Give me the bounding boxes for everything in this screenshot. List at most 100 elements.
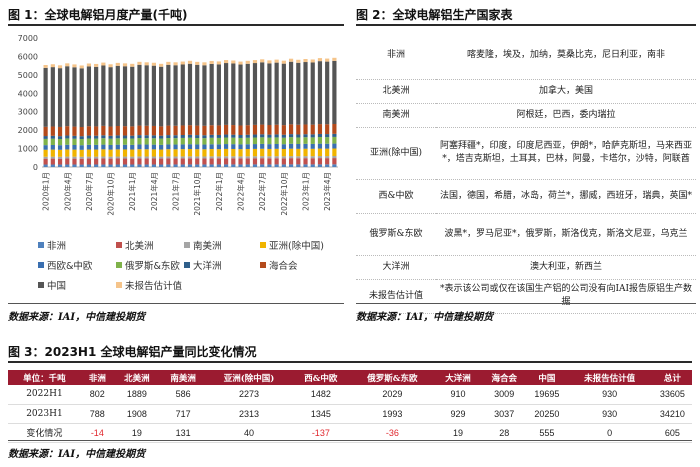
- bar-segment: [166, 64, 171, 126]
- bar-segment: [245, 63, 250, 126]
- bar-segment: [180, 149, 185, 157]
- bar-segment: [303, 124, 308, 135]
- bar-segment: [310, 59, 315, 63]
- bar-segment: [303, 62, 308, 125]
- bar-segment: [57, 65, 63, 69]
- bar-segment: [317, 148, 323, 157]
- bar-segment: [65, 144, 70, 150]
- bar-segment: [224, 63, 229, 125]
- bar-segment: [195, 61, 200, 65]
- bar-segment: [180, 137, 185, 145]
- bar-segment: [224, 137, 229, 145]
- bar-segment: [72, 149, 77, 157]
- bar-segment: [72, 138, 77, 145]
- bar-segment: [173, 144, 178, 150]
- bar-segment: [159, 144, 164, 150]
- bar-segment: [166, 156, 171, 159]
- bar-segment: [115, 144, 120, 150]
- bar-segment: [43, 164, 48, 167]
- bar-segment: [187, 125, 193, 135]
- bar-segment: [260, 164, 265, 167]
- bar-segment: [202, 149, 207, 157]
- bar-segment: [72, 64, 77, 68]
- bar-segment: [79, 136, 84, 140]
- bar-segment: [180, 64, 185, 126]
- y-tick-label: 1000: [18, 145, 38, 154]
- value-cell: 20250: [527, 404, 567, 424]
- bar-segment: [86, 63, 92, 67]
- legend-label: 西欧&中欧: [47, 261, 93, 272]
- bar-segment: [101, 144, 106, 150]
- bar-segment: [252, 60, 258, 64]
- bar-segment: [238, 137, 243, 145]
- region-cell: 俄罗斯&东欧: [356, 213, 436, 256]
- bar-segment: [274, 158, 279, 165]
- bar-segment: [303, 158, 308, 165]
- bar-segment: [43, 156, 48, 159]
- bar-segment: [296, 134, 301, 138]
- bar-segment: [122, 126, 128, 136]
- bar-segment: [94, 144, 99, 150]
- chart-svg: 0 1000 2000 3000 4000 5000 6000 7000 2020年1月 2020…: [18, 34, 338, 216]
- bar-segment: [65, 135, 70, 139]
- legend-swatch: [116, 242, 122, 248]
- bar-segment: [317, 143, 323, 149]
- bar-segment: [122, 156, 128, 159]
- legend-swatch: [184, 242, 190, 248]
- bar-segment: [79, 145, 84, 150]
- bar-segment: [144, 65, 149, 126]
- fig2-source: 数据来源：IAI，中信建投期货: [356, 312, 494, 323]
- bar-segment: [216, 137, 221, 145]
- bar-segment: [245, 125, 250, 135]
- y-tick-label: 5000: [18, 71, 38, 80]
- bar-segment: [274, 124, 279, 135]
- monthly-production-chart: 0 1000 2000 3000 4000 5000 6000 7000 2020年1月 2020…: [8, 30, 343, 300]
- bar-segment: [231, 144, 236, 149]
- bar-segment: [94, 156, 99, 159]
- bar-segment: [325, 164, 330, 167]
- bar-segment: [101, 135, 106, 139]
- bar-segment: [57, 138, 63, 146]
- value-cell: 717: [160, 404, 207, 424]
- bar-segment: [274, 134, 279, 138]
- bar-segment: [195, 149, 200, 157]
- bar-segment: [209, 125, 214, 135]
- bar-segment: [195, 135, 200, 139]
- value-cell: -14: [80, 423, 114, 443]
- bar-segment: [281, 60, 286, 64]
- bar-segment: [108, 138, 113, 145]
- region-cell: 南美洲: [356, 103, 436, 128]
- x-tick-label: 2020年4月: [62, 172, 72, 211]
- bar-segment: [180, 164, 185, 167]
- bar-segment: [187, 149, 193, 157]
- bar-segment: [281, 137, 286, 145]
- y-tick-label: 7000: [18, 34, 38, 43]
- value-cell: 40: [206, 423, 292, 443]
- value-cell: 1908: [113, 404, 161, 424]
- producer-row: 西&中欧 法国，德国，希腊，冰岛，荷兰*，挪威，西班牙，瑞典，英国*: [356, 179, 696, 214]
- bar-segment: [137, 158, 142, 165]
- bar-segment: [252, 156, 258, 159]
- bar-segment: [325, 58, 330, 62]
- bar-segment: [303, 134, 308, 138]
- bar-segment: [108, 64, 113, 68]
- bar-segment: [86, 138, 92, 145]
- bar-segment: [332, 123, 337, 134]
- bar-segment: [72, 164, 77, 167]
- bar-segment: [159, 66, 164, 127]
- x-tick-label: 2022年4月: [236, 172, 246, 211]
- bar-segment: [187, 60, 193, 64]
- bar-segment: [101, 62, 106, 66]
- bar-segment: [281, 134, 286, 138]
- bar-segment: [94, 164, 99, 167]
- legend-label: 南美洲: [193, 241, 222, 252]
- bar-segment: [137, 138, 142, 145]
- bar-segment: [101, 156, 106, 159]
- legend-item: 北美洲: [116, 238, 154, 252]
- bar-segment: [310, 158, 315, 165]
- bar-segment: [288, 148, 294, 157]
- bar-segment: [130, 63, 135, 67]
- bar-segment: [224, 124, 229, 135]
- bar-segment: [86, 144, 92, 150]
- countries-cell: 波黑*，罗马尼亚*，俄罗斯，斯洛伐克，斯洛文尼亚，乌克兰: [436, 213, 696, 256]
